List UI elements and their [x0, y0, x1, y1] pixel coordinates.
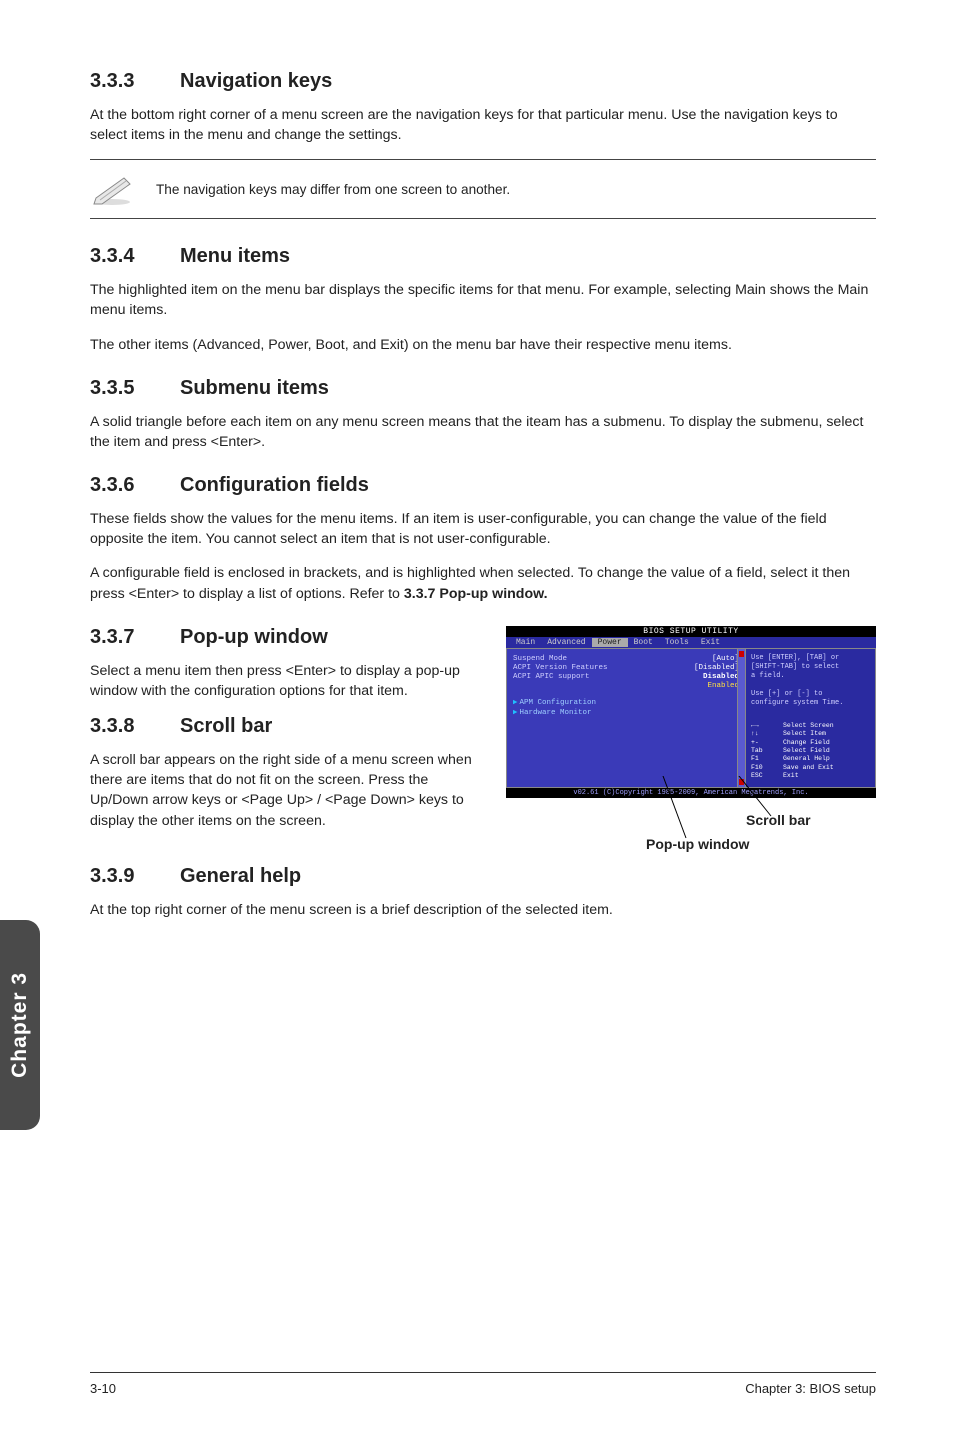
- bios-key-row: ↑↓Select Item: [751, 730, 870, 738]
- pencil-icon: [90, 172, 134, 206]
- heading-num: 3.3.3: [90, 70, 180, 93]
- bios-key-row: F1General Help: [751, 755, 870, 763]
- heading-title: Configuration fields: [180, 474, 369, 496]
- bios-config-row: ACPI APIC supportDisabled: [513, 673, 739, 681]
- heading-num: 3.3.4: [90, 245, 180, 268]
- page-content: 3.3.3Navigation keys At the bottom right…: [0, 0, 954, 974]
- bios-menu-bar: MainAdvancedPowerBootToolsExit: [506, 637, 876, 648]
- bios-scrollbar: [737, 649, 745, 787]
- heading-title: General help: [180, 865, 301, 887]
- bios-screenshot: BIOS SETUP UTILITY MainAdvancedPowerBoot…: [506, 626, 876, 798]
- para: A solid triangle before each item on any…: [90, 412, 876, 452]
- bios-menu-item: Power: [592, 638, 628, 647]
- note-block: The navigation keys may differ from one …: [90, 159, 876, 219]
- bios-config-row: ACPI Version Features[Disabled]: [513, 664, 739, 672]
- para: The other items (Advanced, Power, Boot, …: [90, 335, 876, 355]
- scroll-thumb-top: [739, 651, 744, 657]
- heading-337: 3.3.7Pop-up window: [90, 626, 476, 649]
- bios-body: Suspend Mode[Auto]ACPI Version Features[…: [506, 648, 876, 788]
- bios-submenu-row: ▶APM Configuration: [513, 697, 739, 707]
- bios-submenu-row: ▶Hardware Monitor: [513, 707, 739, 717]
- heading-title: Scroll bar: [180, 715, 272, 737]
- bios-key-row: ←→Select Screen: [751, 722, 870, 730]
- heading-num: 3.3.9: [90, 865, 180, 888]
- heading-333: 3.3.3Navigation keys: [90, 70, 876, 93]
- two-column-region: 3.3.7Pop-up window Select a menu item th…: [90, 626, 876, 845]
- bios-title-bar: BIOS SETUP UTILITY: [506, 626, 876, 637]
- heading-338: 3.3.8Scroll bar: [90, 715, 476, 738]
- callout-popup-label: Pop-up window: [646, 836, 749, 852]
- page-footer: 3-10 Chapter 3: BIOS setup: [90, 1372, 876, 1396]
- bios-key-row: ESCExit: [751, 772, 870, 780]
- callout-scroll-label: Scroll bar: [746, 812, 811, 828]
- heading-num: 3.3.6: [90, 474, 180, 497]
- bios-menu-item: Exit: [695, 638, 726, 647]
- heading-336: 3.3.6Configuration fields: [90, 474, 876, 497]
- chapter-sidebar-label: Chapter 3: [8, 972, 32, 1078]
- bios-key-row: F10Save and Exit: [751, 764, 870, 772]
- bios-help-pane: Use [ENTER], [TAB] or[SHIFT-TAB] to sele…: [746, 648, 876, 788]
- heading-335: 3.3.5Submenu items: [90, 377, 876, 400]
- scroll-thumb-bottom: [739, 779, 744, 785]
- heading-title: Menu items: [180, 245, 290, 267]
- note-text: The navigation keys may differ from one …: [156, 182, 510, 197]
- heading-num: 3.3.5: [90, 377, 180, 400]
- heading-num: 3.3.8: [90, 715, 180, 738]
- para: At the bottom right corner of a menu scr…: [90, 105, 876, 145]
- para: A scroll bar appears on the right side o…: [90, 750, 476, 831]
- para: These fields show the values for the men…: [90, 509, 876, 549]
- bios-menu-item: Advanced: [541, 638, 591, 647]
- bios-menu-item: Main: [510, 638, 541, 647]
- bios-config-row: Enabled: [513, 682, 739, 690]
- chapter-sidebar-tab: Chapter 3: [0, 920, 40, 1130]
- para: The highlighted item on the menu bar dis…: [90, 280, 876, 320]
- heading-title: Pop-up window: [180, 626, 328, 648]
- heading-339: 3.3.9General help: [90, 865, 876, 888]
- para: At the top right corner of the menu scre…: [90, 900, 876, 920]
- figure-column: BIOS SETUP UTILITY MainAdvancedPowerBoot…: [496, 626, 876, 798]
- footer-chapter-title: Chapter 3: BIOS setup: [745, 1381, 876, 1396]
- bios-footer-bar: v02.61 (C)Copyright 1985-2009, American …: [506, 788, 876, 798]
- bios-config-row: Suspend Mode[Auto]: [513, 655, 739, 663]
- bios-left-pane: Suspend Mode[Auto]ACPI Version Features[…: [506, 648, 746, 788]
- bios-nav-keys: ←→Select Screen↑↓Select Item+-Change Fie…: [751, 722, 870, 781]
- bios-help-text: Use [ENTER], [TAB] or[SHIFT-TAB] to sele…: [751, 654, 870, 709]
- bios-menu-item: Boot: [628, 638, 659, 647]
- para: A configurable field is enclosed in brac…: [90, 563, 876, 603]
- heading-title: Navigation keys: [180, 70, 332, 92]
- bios-menu-item: Tools: [659, 638, 695, 647]
- heading-334: 3.3.4Menu items: [90, 245, 876, 268]
- heading-num: 3.3.7: [90, 626, 180, 649]
- bios-key-row: +-Change Field: [751, 739, 870, 747]
- para: Select a menu item then press <Enter> to…: [90, 661, 476, 701]
- footer-page-number: 3-10: [90, 1381, 116, 1396]
- heading-title: Submenu items: [180, 377, 329, 399]
- bios-key-row: TabSelect Field: [751, 747, 870, 755]
- left-column: 3.3.7Pop-up window Select a menu item th…: [90, 626, 476, 845]
